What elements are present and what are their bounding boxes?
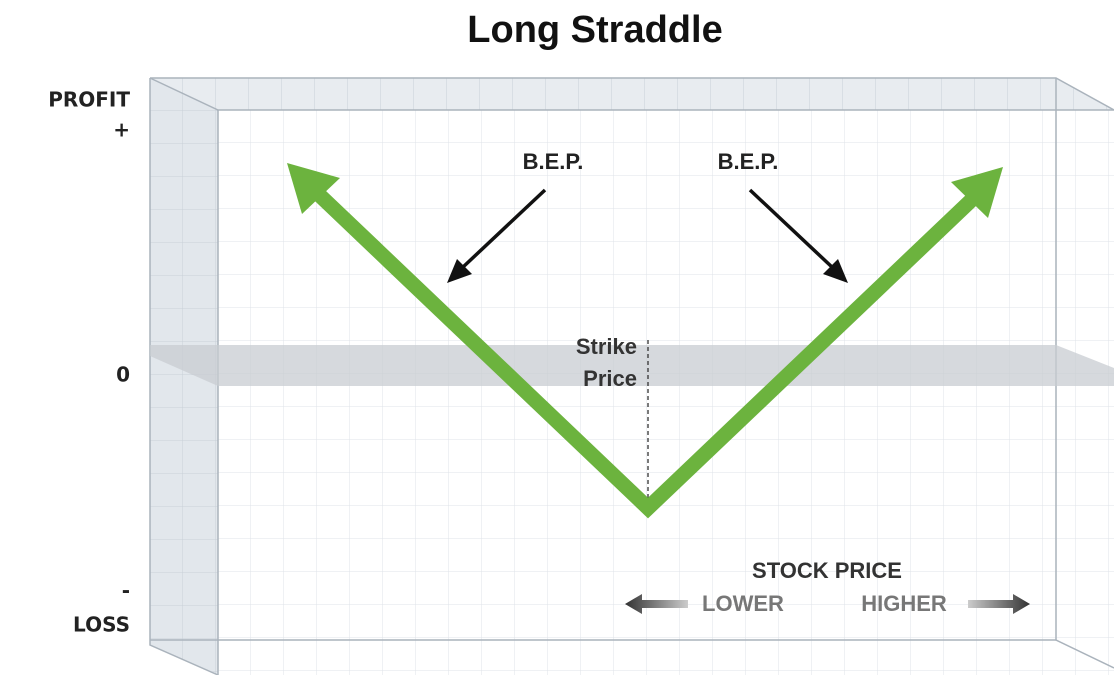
box-top-grid <box>150 78 1114 110</box>
zero-label: 0 <box>116 363 130 387</box>
box-frame <box>149 77 1114 675</box>
higher-label: HIGHER <box>861 591 947 616</box>
minus-label: - <box>122 579 130 603</box>
lower-label: LOWER <box>702 591 784 616</box>
lower-arrow <box>625 594 688 614</box>
bep-arrowhead-right <box>823 259 848 283</box>
strike-text-2: Price <box>583 366 637 391</box>
labels: PROFIT + 0 - LOSS B.E.P. B.E.P. Strike P… <box>48 88 947 637</box>
bep-arrow-left <box>460 188 547 270</box>
payoff-arrow-right <box>951 167 1003 218</box>
higher-arrow <box>968 594 1030 614</box>
bep-arrow-right <box>748 188 835 270</box>
payoff-line <box>306 182 988 519</box>
zero-plane <box>150 345 1114 386</box>
box-side-grid <box>150 78 218 675</box>
plus-label: + <box>113 118 130 142</box>
payoff-arrow-left <box>287 163 340 214</box>
profit-label: PROFIT <box>48 88 130 112</box>
stock-price-title: STOCK PRICE <box>752 558 902 583</box>
bep-right: B.E.P. <box>718 149 779 174</box>
bep-arrowhead-left <box>447 259 472 283</box>
bep-left: B.E.P. <box>523 149 584 174</box>
loss-label: LOSS <box>73 613 130 637</box>
title: Long Straddle <box>467 9 722 51</box>
strike-text-1: Strike <box>576 334 637 359</box>
